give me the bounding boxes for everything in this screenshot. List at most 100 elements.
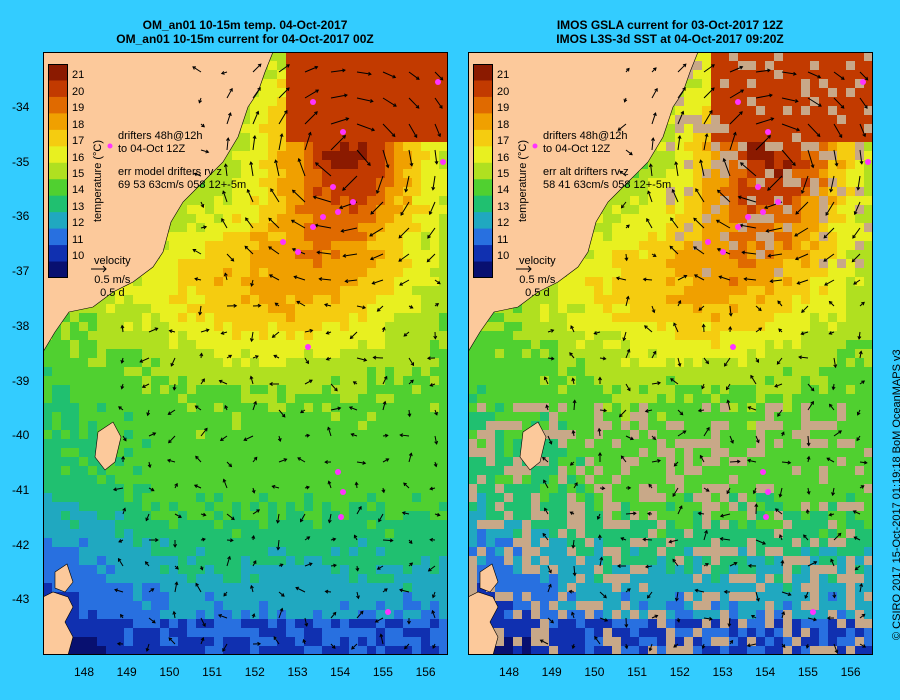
colorbar-tick-label: 17 [497, 135, 510, 148]
longitude-label: 148 [498, 665, 520, 679]
colorbar-swatch [473, 113, 493, 131]
drifter-tracks [705, 79, 871, 615]
colorbar-tick-label: 17 [72, 135, 85, 148]
colorbar-title: temperature (°C) [517, 139, 529, 222]
colorbar-swatch [48, 245, 68, 263]
drifter-tracks [280, 79, 446, 615]
left-velocity-value2: 0.5 d [100, 287, 125, 299]
left-err-line1: err model drifters rv z [118, 166, 222, 178]
colorbar-tick-label: 15 [497, 168, 510, 180]
colorbar-tick-label: 13 [72, 200, 85, 213]
velocity-arrows [539, 63, 869, 654]
longitude-label: 154 [330, 665, 351, 679]
colorbar-tick-label: 16 [497, 151, 510, 164]
right-drifters-line2: to 04-Oct 12Z [543, 143, 611, 155]
left-map [43, 52, 448, 655]
colorbar-swatch [48, 96, 68, 114]
longitude-label: 153 [712, 665, 733, 679]
colorbar-tick-label: 12 [72, 217, 85, 230]
longitude-label: 151 [627, 665, 648, 679]
colorbar-swatch [473, 129, 493, 147]
colorbar-swatch [48, 162, 68, 180]
left-title-line2: OM_an01 10-15m current for 04-Oct-2017 0… [116, 32, 374, 46]
longitude-label: 150 [159, 665, 180, 679]
colorbar-swatch [473, 228, 493, 246]
colorbar-tick-label: 20 [497, 85, 510, 98]
velocity-arrows [112, 63, 444, 652]
left-drifters-line1: drifters 48h@12h [118, 130, 203, 142]
colorbar-tick-label: 16 [72, 151, 85, 164]
colorbar-tick-label: 21 [72, 69, 85, 82]
colorbar-swatch [473, 212, 493, 230]
longitude-label: 152 [244, 665, 265, 679]
colorbar-swatch [473, 162, 493, 180]
colorbar-swatch [48, 228, 68, 246]
right-title-line1: IMOS GSLA current for 03-Oct-2017 12Z [556, 18, 784, 32]
right-velocity-label: velocity [519, 255, 556, 267]
longitude-label: 156 [415, 665, 436, 679]
colorbar-tick-label: 19 [72, 102, 85, 115]
latitude-label: -37 [12, 264, 30, 279]
colorbar-swatch [473, 261, 493, 278]
left-drifters-legend: drifters 48h@12h to 04-Oct 12Z [118, 130, 203, 156]
right-err-legend: err alt drifters rv z 58 41 63cm/s 058 1… [543, 166, 671, 192]
longitude-label: 148 [73, 665, 95, 679]
right-err-line2: 58 41 63cm/s 058 12+-5m [543, 179, 672, 191]
latitude-label: -39 [12, 373, 30, 388]
longitude-label: 155 [372, 665, 393, 679]
colorbar-swatch [48, 80, 68, 98]
land [468, 52, 699, 655]
colorbar-swatch [473, 179, 493, 197]
colorbar-title: temperature (°C) [92, 139, 104, 222]
left-err-legend: err model drifters rv z 69 53 63cm/s 058… [118, 166, 246, 192]
longitude-label: 154 [755, 665, 776, 679]
colorbar-tick-label: 11 [497, 233, 509, 246]
latitude-label: -43 [12, 592, 30, 607]
latitude-label: -35 [12, 154, 30, 169]
colorbar-swatch [473, 64, 493, 81]
colorbar-swatch [48, 129, 68, 147]
right-drifters-line1: drifters 48h@12h [543, 130, 628, 142]
colorbar-tick-label: 13 [497, 200, 510, 213]
left-velocity-value1: 0.5 m/s [94, 274, 131, 286]
right-velocity-value1: 0.5 m/s [519, 274, 556, 286]
colorbar-tick-label: 21 [497, 69, 510, 82]
longitude-label: 151 [202, 665, 223, 679]
colorbar-swatch [473, 195, 493, 213]
colorbar-swatch [48, 146, 68, 164]
left-velocity-legend: velocity 0.5 m/s 0.5 d [94, 255, 131, 300]
colorbar-tick-label: 19 [497, 102, 510, 115]
colorbar-tick-label: 10 [497, 250, 510, 263]
right-title-line2: IMOS L3S-3d SST at 04-Oct-2017 09:20Z [556, 32, 784, 46]
longitude-label: 149 [116, 665, 137, 679]
colorbar-tick-label: 10 [72, 250, 85, 263]
left-title-line1: OM_an01 10-15m temp. 04-Oct-2017 [142, 18, 348, 32]
colorbar-swatch [48, 261, 68, 278]
latitude-label: -40 [12, 428, 30, 443]
right-err-line1: err alt drifters rv z [543, 166, 629, 178]
credit-text: © CSIRO 2017 15-Oct-2017 01:19:18 BoM Oc… [891, 349, 900, 640]
latitude-label: -41 [12, 482, 30, 497]
colorbar-swatch [48, 179, 68, 197]
latitude-label: -38 [12, 318, 30, 333]
right-map [468, 52, 873, 655]
colorbar-tick-label: 18 [72, 118, 85, 131]
colorbar-swatch [48, 195, 68, 213]
colorbar-swatch [48, 113, 68, 131]
right-velocity-value2: 0.5 d [525, 287, 550, 299]
colorbar-tick-label: 12 [497, 217, 510, 230]
longitude-label: 150 [584, 665, 605, 679]
left-velocity-label: velocity [94, 255, 131, 267]
longitude-label: 153 [287, 665, 308, 679]
colorbar-swatch [473, 80, 493, 98]
colorbar-tick-label: 14 [497, 184, 510, 197]
colorbar-swatch [48, 212, 68, 230]
left-err-line2: 69 53 63cm/s 058 12+-5m [118, 179, 247, 191]
longitude-label: 149 [541, 665, 562, 679]
land [43, 52, 274, 655]
longitude-label: 152 [669, 665, 690, 679]
colorbar-swatch [473, 146, 493, 164]
colorbar-tick-label: 18 [497, 118, 510, 131]
right-colorbar [473, 64, 493, 278]
